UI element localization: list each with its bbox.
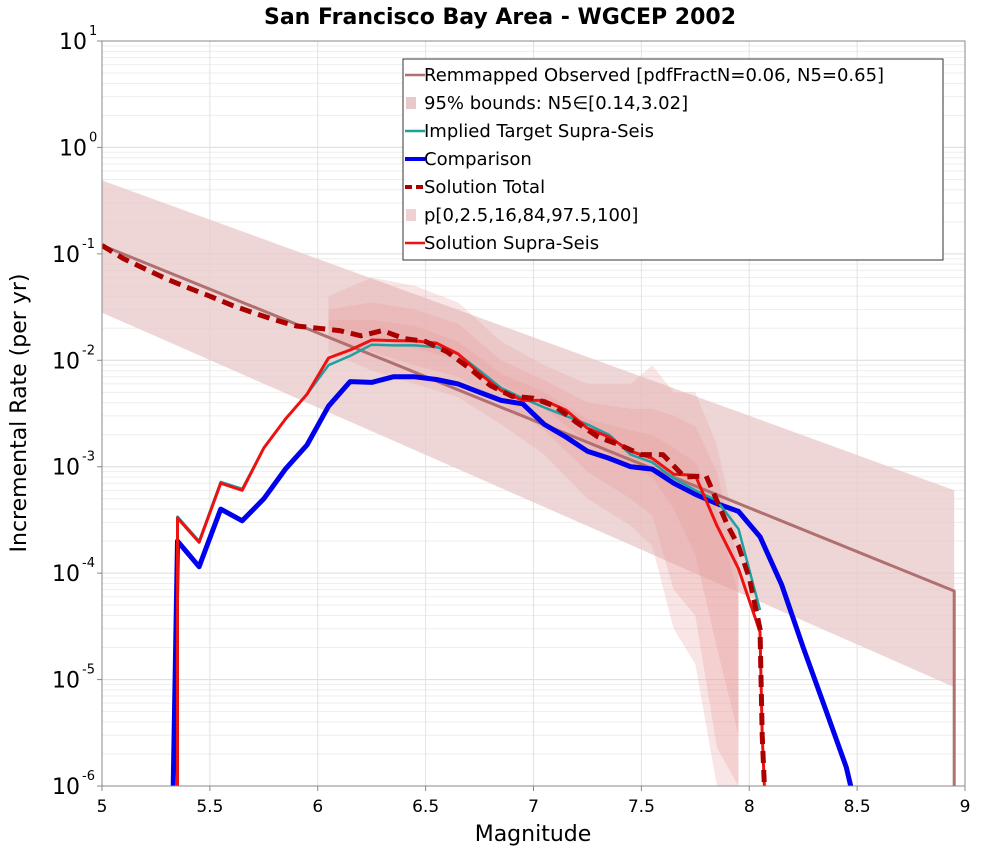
legend-item: p[0,2.5,16,84,97.5,100] — [406, 205, 638, 226]
y-tick-exponent: -6 — [82, 769, 95, 784]
y-tick-exponent: -5 — [82, 663, 95, 678]
legend-label: Solution Supra-Seis — [424, 233, 599, 254]
legend-label: Implied Target Supra-Seis — [424, 121, 654, 142]
y-tick-exponent: 1 — [89, 24, 97, 39]
y-tick-exponent: 0 — [89, 130, 97, 145]
x-tick-label: 6.5 — [412, 797, 439, 817]
legend-label: Comparison — [424, 149, 532, 170]
x-tick-label: 9 — [960, 797, 971, 817]
series-comparison — [170, 374, 854, 786]
y-tick-exponent: -3 — [82, 450, 95, 465]
y-tick-label: 10 — [52, 562, 80, 587]
x-axis-label: Magnitude — [475, 822, 592, 847]
x-tick-label: 6 — [312, 797, 323, 817]
x-tick-label: 5.5 — [196, 797, 223, 817]
series-solution-total — [102, 243, 767, 786]
legend-label: p[0,2.5,16,84,97.5,100] — [424, 205, 638, 226]
y-axis-label: Incremental Rate (per yr) — [7, 274, 32, 553]
y-tick-exponent: -1 — [82, 237, 95, 252]
x-tick-label: 5 — [97, 797, 108, 817]
chart-title: San Francisco Bay Area - WGCEP 2002 — [264, 5, 736, 30]
legend-label: Solution Total — [424, 177, 545, 198]
legend-item: Implied Target Supra-Seis — [405, 121, 654, 142]
legend-swatch — [406, 209, 416, 221]
y-tick-label: 10 — [59, 136, 87, 161]
x-tick-label: 7 — [528, 797, 539, 817]
legend-item: Comparison — [405, 149, 532, 170]
x-tick-label: 8.5 — [844, 797, 871, 817]
legend-item: 95% bounds: N5∈[0.14,3.02] — [406, 93, 688, 114]
legend-label: Remmapped Observed [pdfFractN=0.06, N5=0… — [424, 65, 884, 86]
x-tick-label: 8 — [744, 797, 755, 817]
y-tick-label: 10 — [52, 456, 80, 481]
legend-item: Solution Supra-Seis — [405, 233, 599, 254]
percentile-band — [328, 302, 739, 786]
y-tick-label: 10 — [52, 243, 80, 268]
legend-item: Solution Total — [405, 177, 545, 198]
y-tick-label: 10 — [52, 349, 80, 374]
legend-item: Remmapped Observed [pdfFractN=0.06, N5=0… — [405, 65, 884, 86]
series-remapped-observed — [102, 244, 956, 786]
y-tick-exponent: -4 — [82, 556, 95, 571]
legend: Remmapped Observed [pdfFractN=0.06, N5=0… — [402, 58, 944, 261]
series-lines — [102, 243, 956, 786]
legend-swatch — [406, 97, 416, 109]
y-tick-label: 10 — [52, 775, 80, 800]
percentile-band — [328, 277, 739, 786]
observed-95-band — [102, 180, 955, 688]
y-tick-label: 10 — [52, 669, 80, 694]
x-axis-ticks: 5 5.5 6 6.5 7 7.5 8 8.5 9 — [97, 786, 971, 817]
y-tick-label: 10 — [59, 30, 87, 55]
legend-box — [402, 58, 944, 261]
y-tick-exponent: -2 — [82, 343, 95, 358]
x-tick-label: 7.5 — [628, 797, 655, 817]
legend-label: 95% bounds: N5∈[0.14,3.02] — [424, 93, 688, 114]
bands — [102, 180, 955, 786]
